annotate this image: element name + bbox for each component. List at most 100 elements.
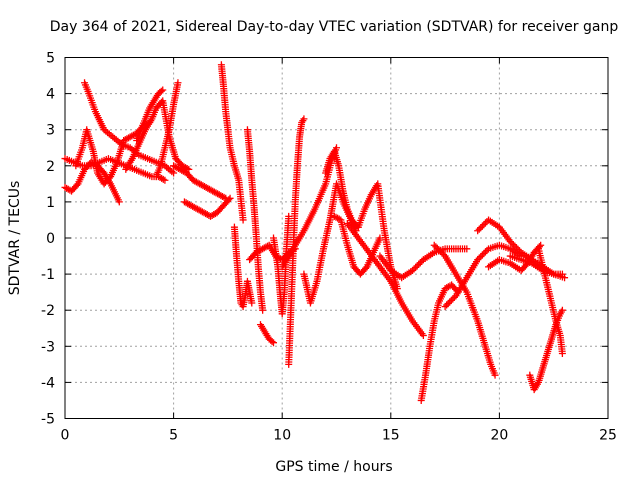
series-track-08 <box>170 162 230 202</box>
y-tick-label: 5 <box>46 51 55 67</box>
data-point <box>477 253 485 261</box>
series-track-10 <box>217 61 247 224</box>
y-tick-label: -4 <box>41 375 55 391</box>
x-tick-label: 20 <box>490 428 508 444</box>
data-point <box>115 198 123 206</box>
y-tick-label: 1 <box>46 195 55 211</box>
data-point <box>444 299 452 307</box>
grid <box>65 57 608 419</box>
x-tick-label: 5 <box>169 428 178 444</box>
series-track-29 <box>526 306 566 394</box>
data-point <box>480 249 488 257</box>
y-tick-label: -5 <box>41 412 55 428</box>
chart-title: Day 364 of 2021, Sidereal Day-to-day VTE… <box>50 19 619 35</box>
data-point <box>481 219 489 227</box>
series-track-14 <box>256 321 278 347</box>
x-tick-label: 15 <box>382 428 400 444</box>
y-tick-label: -1 <box>41 267 55 283</box>
data-point <box>220 193 228 201</box>
data-point <box>506 238 514 246</box>
data-point <box>475 225 483 233</box>
data-point <box>105 174 113 182</box>
data-point <box>161 176 169 184</box>
data-point <box>248 299 256 307</box>
data-point <box>430 241 438 249</box>
data-point <box>509 241 517 249</box>
y-tick-label: 4 <box>46 87 55 103</box>
data-point <box>443 301 451 309</box>
data-point <box>558 270 566 278</box>
data-point <box>463 245 471 253</box>
data-point <box>268 337 276 345</box>
x-tick-label: 10 <box>273 428 291 444</box>
data-point <box>409 266 417 274</box>
series-track-24 <box>417 281 462 404</box>
series-track-18 <box>300 180 360 307</box>
data-point <box>537 241 545 249</box>
data-point <box>441 303 449 311</box>
data-point <box>508 239 516 247</box>
data-point <box>432 243 440 251</box>
y-axis-label: SDTVAR / TECUs <box>7 181 23 296</box>
data-point <box>446 298 454 306</box>
x-tick-label: 25 <box>599 428 617 444</box>
series-track-20 <box>330 212 384 278</box>
data-point <box>73 181 81 189</box>
series-track-07 <box>152 79 182 181</box>
data-points <box>61 61 569 404</box>
y-tick-label: -3 <box>41 339 55 355</box>
data-point <box>477 224 485 232</box>
x-axis-label: GPS time / hours <box>275 459 392 475</box>
data-point <box>480 221 488 229</box>
data-point <box>410 265 418 273</box>
data-point <box>558 306 566 314</box>
data-point <box>474 227 482 235</box>
data-point <box>259 306 267 314</box>
data-point <box>285 212 293 220</box>
data-point <box>159 86 167 94</box>
data-point <box>413 262 421 270</box>
data-point <box>157 87 165 95</box>
data-point <box>478 222 486 230</box>
data-point <box>438 249 446 257</box>
data-point <box>225 196 233 204</box>
data-point <box>185 165 193 173</box>
series-track-17 <box>278 144 340 271</box>
data-point <box>558 350 566 358</box>
series-track-22 <box>343 220 427 339</box>
y-tick-label: 0 <box>46 231 55 247</box>
series-track-09 <box>180 194 234 220</box>
data-point <box>174 79 182 87</box>
axis-ticks: 0 5 10 15 20 25 -5 -4 -3 -2 -1 0 1 2 3 4 5 <box>41 51 617 444</box>
data-point <box>450 293 458 301</box>
data-point <box>478 251 486 259</box>
data-point <box>483 246 491 254</box>
data-point <box>475 254 483 262</box>
data-point <box>433 244 441 252</box>
data-point <box>300 115 308 123</box>
x-tick-label: 0 <box>61 428 70 444</box>
series-track-25 <box>430 241 499 379</box>
data-point <box>170 169 178 177</box>
data-point <box>415 260 423 268</box>
y-tick-label: 3 <box>46 123 55 139</box>
data-point <box>362 264 370 272</box>
data-point <box>159 175 167 183</box>
series-track-04 <box>72 118 154 188</box>
data-point <box>239 216 247 224</box>
data-point <box>270 339 278 347</box>
data-point <box>447 296 455 304</box>
y-tick-label: 2 <box>46 159 55 175</box>
series-track-11 <box>230 223 256 311</box>
data-point <box>561 274 569 282</box>
data-point <box>333 144 340 152</box>
data-point <box>491 371 499 379</box>
series-track-26 <box>441 241 525 311</box>
data-point <box>440 251 448 259</box>
data-point <box>419 331 427 339</box>
y-tick-label: -2 <box>41 303 55 319</box>
series-track-06 <box>133 86 167 145</box>
data-point <box>474 256 482 264</box>
data-point <box>449 295 457 303</box>
